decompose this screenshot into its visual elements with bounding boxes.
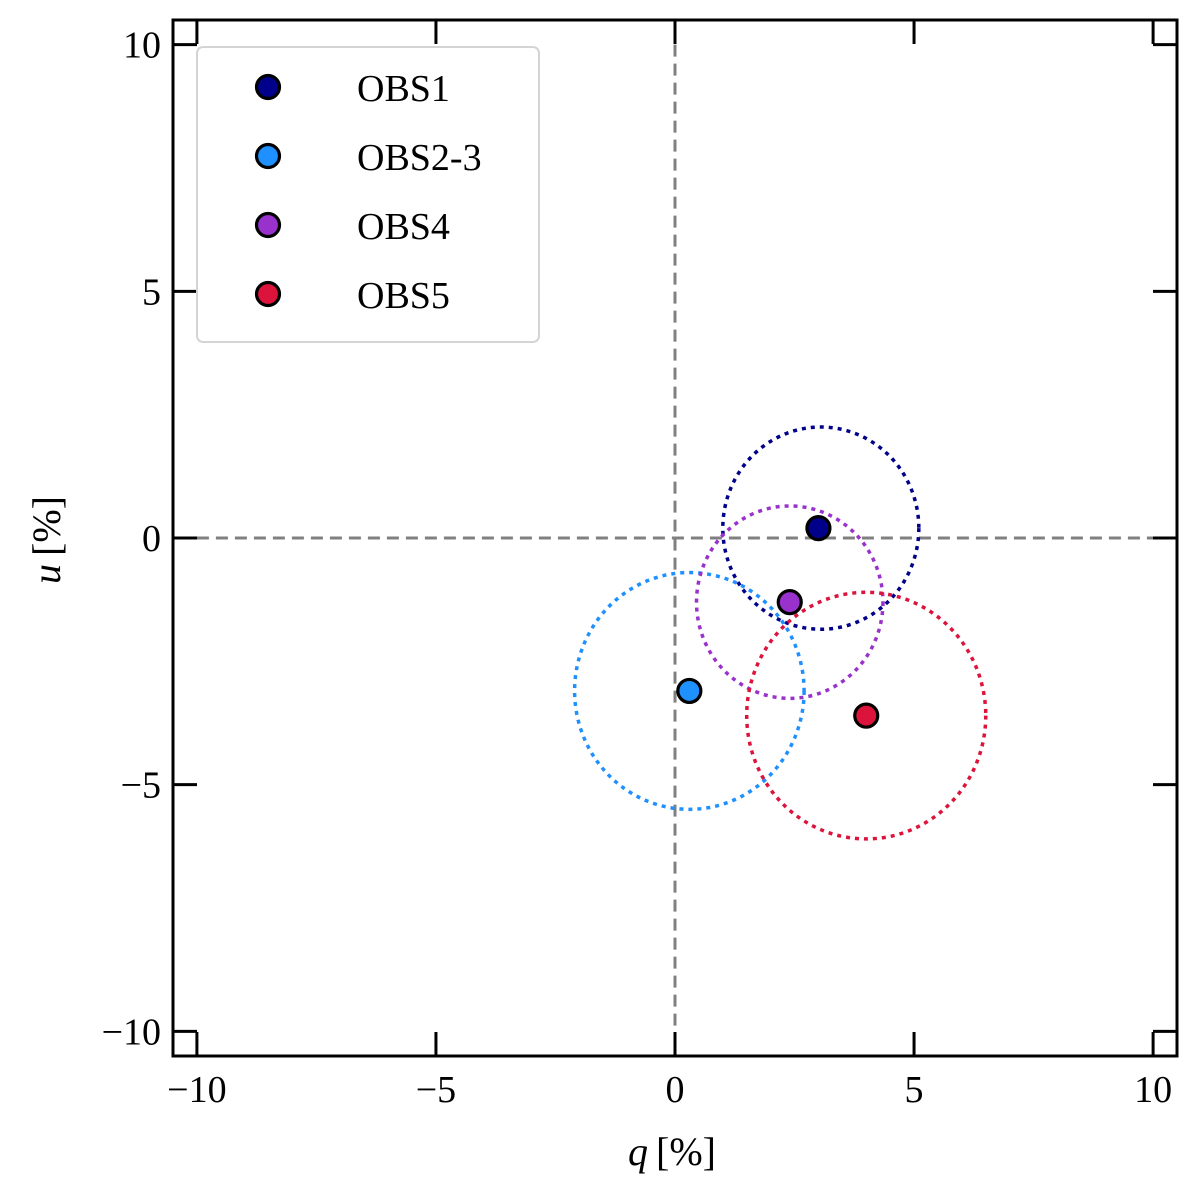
legend-marker-obs4 [254,211,282,239]
x-axis-label: q [%] [628,1129,716,1174]
x-tick-label: 5 [905,1069,924,1111]
axis-ticks [173,20,1177,1056]
data-point-obs1 [805,515,832,542]
legend-label-obs2-3: OBS2-3 [357,137,482,179]
reference-lines [196,44,1154,1032]
y-axis-label: u[%] [24,496,69,584]
axis-labels: q [%] u[%] [24,496,716,1174]
legend: OBS1 OBS2-3 OBS4 OBS5 [196,46,540,343]
y-tick-label: 0 [142,518,161,560]
legend-label-obs4: OBS4 [357,206,450,248]
legend-marker-obs2-3 [254,142,282,170]
x-tick-label: 0 [666,1069,685,1111]
y-tick-label: −5 [121,765,161,807]
legend-marker-obs5 [254,280,282,308]
y-tick-label: 5 [142,271,161,313]
legend-box [196,46,540,343]
data-point-obs4 [776,589,803,616]
legend-label-obs5: OBS5 [357,275,450,317]
data-point-obs2-3 [676,677,703,705]
y-tick-label: −10 [102,1011,161,1053]
x-tick-label: −10 [167,1069,226,1111]
error-circle-obs5 [744,590,988,841]
x-tick-label: −5 [416,1069,456,1111]
x-tick-label: 10 [1134,1069,1172,1111]
data-point-obs5 [853,702,880,729]
error-circle-obs4 [694,504,885,701]
y-tick-label: 10 [123,25,161,67]
error-circles [572,425,988,841]
error-circle-obs2-3 [572,570,806,812]
legend-label-obs1: OBS1 [357,68,450,110]
error-circle-obs1 [721,425,921,632]
legend-marker-obs1 [254,73,282,101]
tick-labels: −10 −5 0 5 10 −10 −5 0 5 10 [102,25,1173,1111]
data-points [676,515,880,729]
